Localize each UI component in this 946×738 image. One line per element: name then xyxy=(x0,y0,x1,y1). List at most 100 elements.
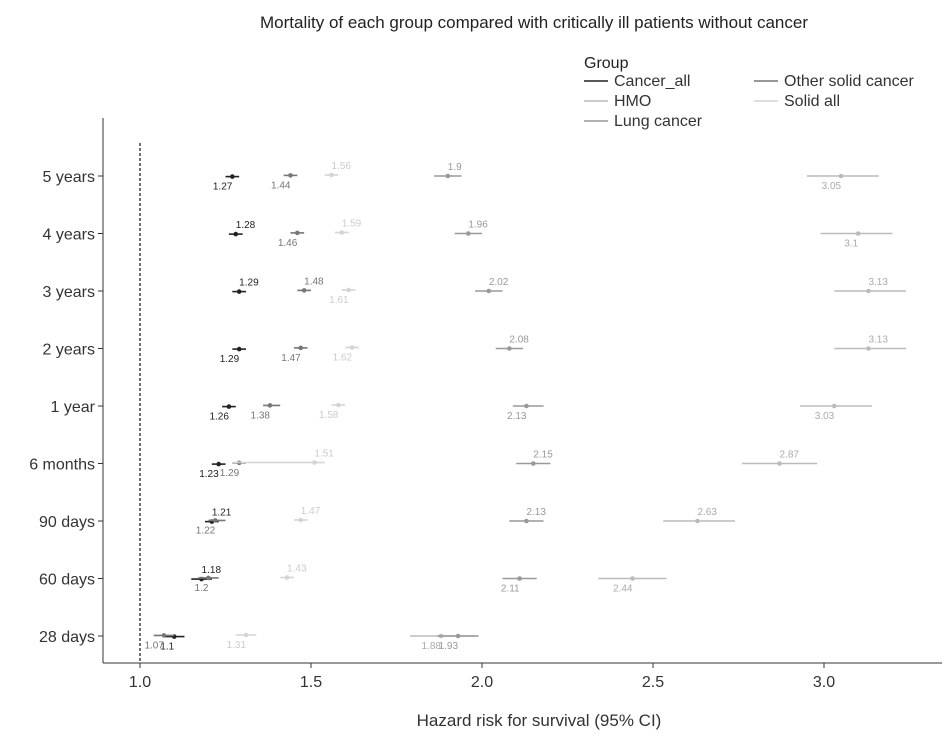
data-label-hmo-5-years: 3.05 xyxy=(822,181,842,192)
point-lung-cancer-2-years xyxy=(507,346,512,351)
data-label-other-solid-cancer-3-years: 1.48 xyxy=(304,276,324,287)
y-tick-label-6-months: 6 months xyxy=(29,457,95,474)
point-cancer-all-3-years xyxy=(236,289,242,294)
data-label-other-solid-cancer-1-year: 1.38 xyxy=(250,410,270,421)
data-label-cancer-all-5-years: 1.27 xyxy=(213,182,233,193)
legend-title: Group xyxy=(584,55,629,72)
point-other-solid-cancer-60-days xyxy=(206,575,211,581)
point-lung-cancer-1-year xyxy=(524,403,529,409)
data-label-other-solid-cancer-4-years: 1.46 xyxy=(278,238,298,249)
data-label-lung-cancer-4-years: 1.96 xyxy=(468,220,488,231)
point-solid-all-5-years xyxy=(329,172,334,178)
point-hmo-90-days xyxy=(695,518,700,524)
series-hmo: 3.05 3.1 3.13 3.13 3.03 2.87 2.63 2.44 1.88 xyxy=(410,173,907,652)
point-solid-all-2-years xyxy=(349,345,355,350)
y-tick-label-5-years: 5 years xyxy=(43,169,95,186)
x-tick-label: 1.0 xyxy=(129,674,151,691)
data-label-other-solid-cancer-2-years: 1.47 xyxy=(281,353,301,364)
plot-area: 1.0 1.5 2.0 2.5 3.0 5 years 4 years 3 years 2 y… xyxy=(29,118,942,691)
data-label-lung-cancer-3-years: 2.02 xyxy=(489,277,509,288)
data-label-lung-cancer-28-days: 1.93 xyxy=(439,641,459,652)
point-solid-all-60-days xyxy=(284,575,290,580)
data-label-other-solid-cancer-6-months: 1.29 xyxy=(220,468,240,479)
data-label-hmo-90-days: 2.63 xyxy=(697,507,717,518)
data-label-solid-all-2-years: 1.62 xyxy=(333,353,353,364)
x-ticks: 1.0 1.5 2.0 2.5 3.0 xyxy=(129,663,835,691)
x-tick-label: 2.0 xyxy=(471,674,493,691)
legend-label-lung-cancer: Lung cancer xyxy=(614,113,703,130)
data-label-other-solid-cancer-28-days: 1.07 xyxy=(144,640,164,651)
data-label-lung-cancer-1-year: 2.13 xyxy=(507,411,527,422)
data-label-lung-cancer-5-years: 1.9 xyxy=(448,162,462,173)
point-solid-all-3-years xyxy=(346,287,351,293)
point-cancer-all-2-years xyxy=(236,346,242,352)
point-other-solid-cancer-1-year xyxy=(267,403,273,408)
point-cancer-all-4-years xyxy=(233,231,239,237)
legend-item-lung-cancer: Lung cancer xyxy=(584,113,703,130)
legend-label-cancer-all: Cancer_all xyxy=(614,73,690,90)
data-label-cancer-all-60-days: 1.18 xyxy=(202,565,222,576)
legend-label-hmo: HMO xyxy=(614,93,651,110)
point-hmo-60-days xyxy=(630,576,635,581)
point-other-solid-cancer-3-years xyxy=(301,288,307,293)
series-other-solid-cancer: 1.44 1.46 1.48 1.47 1.38 1.29 1.22 1.2 1.07 xyxy=(144,173,324,651)
series-solid-all: 1.56 1.59 1.61 1.62 1.58 1.51 1.47 1.43 1.31 xyxy=(227,161,362,651)
y-tick-label-4-years: 4 years xyxy=(43,227,95,244)
data-label-cancer-all-90-days: 1.21 xyxy=(212,508,232,519)
data-label-other-solid-cancer-90-days: 1.22 xyxy=(196,525,216,536)
point-lung-cancer-90-days xyxy=(524,518,529,524)
data-label-cancer-all-1-year: 1.26 xyxy=(209,412,229,423)
data-label-cancer-all-28-days: 1.1 xyxy=(160,642,174,653)
point-lung-cancer-5-years xyxy=(445,173,451,179)
point-hmo-1-year xyxy=(831,403,837,409)
data-label-lung-cancer-2-years: 2.08 xyxy=(509,335,529,346)
data-label-hmo-2-years: 3.13 xyxy=(868,335,888,346)
data-label-solid-all-5-years: 1.56 xyxy=(332,161,352,172)
data-label-other-solid-cancer-60-days: 1.2 xyxy=(194,583,208,594)
y-ticks: 5 years 4 years 3 years 2 years 1 year 6 mont… xyxy=(29,169,103,646)
point-lung-cancer-60-days xyxy=(517,576,522,581)
y-tick-label-2-years: 2 years xyxy=(43,342,95,359)
data-label-solid-all-3-years: 1.61 xyxy=(329,295,349,306)
data-marks: 1.271.281.291.291.261.231.211.181.13.053… xyxy=(144,161,907,653)
data-label-hmo-1-year: 3.03 xyxy=(815,411,835,422)
point-hmo-4-years xyxy=(855,231,861,236)
point-lung-cancer-28-days xyxy=(455,633,461,639)
x-tick-label: 2.5 xyxy=(642,674,664,691)
series-cancer-all: 1.27 1.28 1.29 1.29 1.26 1.23 1.21 1.18 1.1 xyxy=(160,174,259,653)
y-tick-label-1-year: 1 year xyxy=(51,399,96,416)
point-lung-cancer-4-years xyxy=(466,231,471,236)
point-other-solid-cancer-2-years xyxy=(298,345,304,351)
data-label-lung-cancer-60-days: 2.11 xyxy=(501,584,520,595)
data-label-cancer-all-6-months: 1.23 xyxy=(199,469,219,480)
point-other-solid-cancer-5-years xyxy=(288,173,293,178)
data-label-solid-all-4-years: 1.59 xyxy=(342,219,362,230)
data-label-hmo-4-years: 3.1 xyxy=(844,239,858,250)
y-tick-label-60-days: 60 days xyxy=(39,572,95,589)
point-cancer-all-6-months xyxy=(216,461,221,467)
data-label-lung-cancer-90-days: 2.13 xyxy=(526,507,546,518)
data-label-hmo-28-days: 1.88 xyxy=(421,641,441,652)
legend-item-cancer-all: Cancer_all xyxy=(584,73,690,90)
data-label-solid-all-90-days: 1.47 xyxy=(301,506,321,517)
legend-item-solid-all: Solid all xyxy=(754,93,840,110)
data-label-lung-cancer-6-months: 2.15 xyxy=(533,450,553,461)
chart-title: Mortality of each group compared with cr… xyxy=(260,13,808,32)
legend-item-hmo: HMO xyxy=(584,93,651,110)
legend-label-solid-all: Solid all xyxy=(784,93,840,110)
legend-item-other-solid-cancer: Other solid cancer xyxy=(754,73,915,90)
point-lung-cancer-6-months xyxy=(531,461,536,466)
point-hmo-6-months xyxy=(777,461,782,466)
point-solid-all-28-days xyxy=(243,632,249,638)
data-label-other-solid-cancer-5-years: 1.44 xyxy=(271,180,291,191)
point-other-solid-cancer-28-days xyxy=(161,633,167,638)
point-hmo-2-years xyxy=(866,346,871,351)
data-label-solid-all-1-year: 1.58 xyxy=(319,410,339,421)
point-cancer-all-5-years xyxy=(230,174,235,179)
point-other-solid-cancer-4-years xyxy=(295,230,300,236)
data-label-cancer-all-3-years: 1.29 xyxy=(239,278,259,289)
point-hmo-3-years xyxy=(866,288,871,294)
data-label-hmo-60-days: 2.44 xyxy=(613,584,633,595)
x-tick-label: 1.5 xyxy=(300,674,322,691)
data-label-hmo-6-months: 2.87 xyxy=(780,450,800,461)
